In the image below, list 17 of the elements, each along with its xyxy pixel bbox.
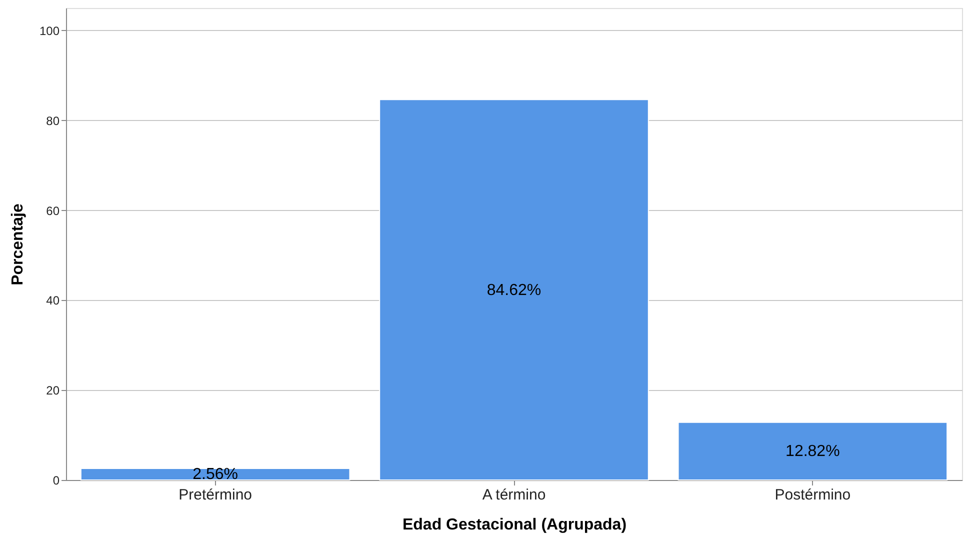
data-label: 2.56%: [192, 466, 238, 484]
x-axis-title: Edad Gestacional (Agrupada): [402, 516, 627, 534]
y-axis-title: Porcentaje: [9, 203, 26, 286]
y-tick-label: 60: [46, 204, 60, 218]
bar: [678, 422, 948, 480]
x-tick-label: Pretérmino: [178, 486, 252, 504]
x-tick-label: A término: [482, 486, 546, 504]
y-tick-label: 0: [52, 474, 60, 488]
data-label: 12.82%: [786, 443, 840, 460]
y-tick-label: 80: [46, 114, 60, 128]
bar: [80, 468, 350, 480]
y-tick-label: 20: [46, 384, 60, 398]
data-label: 84.62%: [486, 282, 542, 299]
y-tick-label: 100: [39, 24, 60, 38]
bar: [379, 99, 649, 480]
y-tick-label: 40: [46, 294, 60, 308]
x-tick-label: Postérmino: [774, 486, 851, 504]
